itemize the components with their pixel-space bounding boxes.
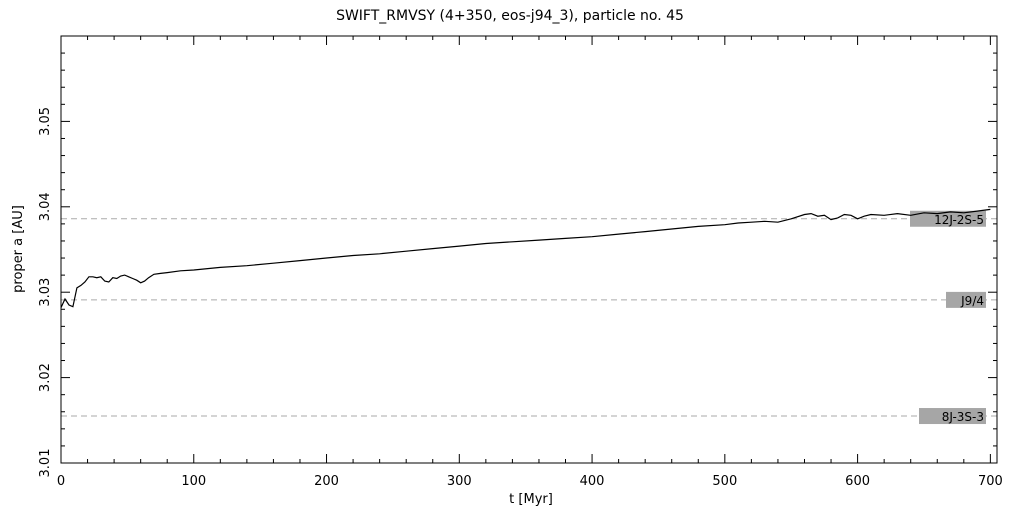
resonance-label-box (910, 210, 986, 227)
x-tick-label: 700 (978, 474, 1003, 489)
resonance-label: J9/4 (960, 294, 984, 308)
axis-ticks (60, 36, 997, 464)
x-tick-label: 600 (845, 474, 870, 489)
resonance-lines: 12J-2S-5 J9/4 8J-3S-3 (61, 210, 997, 425)
y-tick-label: 3.05 (38, 107, 53, 136)
axes (60, 35, 998, 464)
resonance-label-box (946, 291, 986, 308)
y-tick-label: 3.01 (38, 449, 53, 478)
y-tick-labels: 3.01 3.02 3.03 3.04 3.05 (38, 107, 53, 478)
x-tick-label: 500 (712, 474, 737, 489)
x-tick-label: 0 (57, 474, 65, 489)
series-line (60, 208, 991, 308)
plot-frame (60, 35, 998, 464)
x-tick-label: 200 (314, 474, 339, 489)
y-tick-label: 3.03 (38, 278, 53, 307)
x-tick-label: 100 (181, 474, 206, 489)
chart-title: SWIFT_RMVSY (4+350, eos-j94_3), particle… (336, 8, 684, 24)
resonance-label: 8J-3S-3 (942, 410, 984, 424)
y-tick-label: 3.04 (38, 192, 53, 221)
resonance-label: 12J-2S-5 (934, 213, 984, 227)
y-tick-label: 3.02 (38, 363, 53, 392)
x-tick-label: 400 (580, 474, 605, 489)
x-tick-label: 300 (447, 474, 472, 489)
x-axis-label: t [Myr] (509, 492, 553, 507)
y-axis-label: proper a [AU] (11, 205, 26, 293)
resonance-label-box (919, 408, 986, 425)
x-tick-labels: 0 100 200 300 400 500 600 700 (57, 474, 1003, 489)
